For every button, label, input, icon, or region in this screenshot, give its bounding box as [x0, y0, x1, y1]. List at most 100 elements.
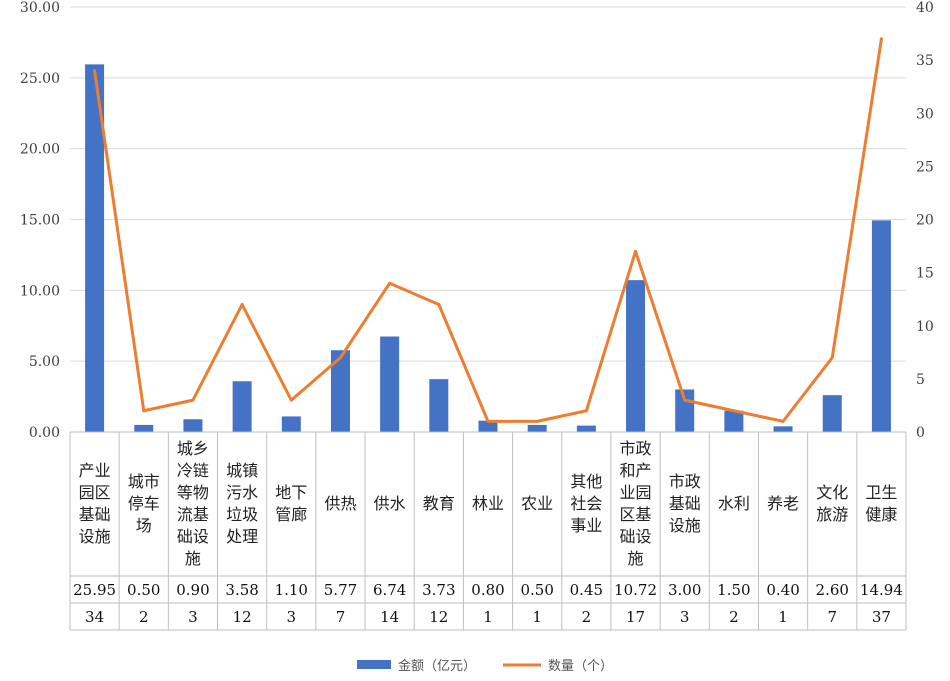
count-point: [781, 419, 785, 423]
category-label: 础设: [620, 527, 652, 546]
right-axis-tick-label: 15: [916, 266, 934, 282]
amount-bars: [85, 64, 891, 432]
category-label: 基础: [669, 494, 701, 513]
right-axis-tick-label: 0: [916, 425, 925, 441]
category-label: 城镇: [226, 461, 258, 480]
bar-amount: [527, 424, 547, 432]
bar-amount: [724, 410, 744, 432]
legend-label-amount: 金额（亿元）: [398, 658, 476, 674]
category-label: 健康: [865, 505, 897, 524]
table-cell-amount: 0.90: [176, 581, 209, 599]
category-label: 业园: [620, 483, 652, 502]
count-point: [289, 398, 293, 402]
bar-amount: [626, 280, 646, 432]
category-label: 污水: [226, 483, 258, 502]
left-axis-tick-label: 10.00: [20, 283, 60, 299]
category-label: 础设: [177, 527, 209, 546]
count-point: [584, 409, 588, 413]
right-axis-tick-label: 40: [916, 0, 934, 16]
table-cell-count: 7: [336, 608, 346, 626]
table-cell-count: 2: [139, 608, 149, 626]
bar-amount: [380, 336, 400, 432]
category-label: 供水: [374, 494, 406, 513]
table-cell-count: 34: [85, 608, 104, 626]
left-axis-tick-label: 20.00: [20, 142, 60, 158]
category-label: 区基: [620, 505, 652, 524]
category-label: 产业: [79, 461, 111, 480]
table-cell-count: 3: [287, 608, 297, 626]
count-point: [879, 37, 883, 41]
category-label: 施: [628, 549, 644, 568]
left-axis-tick-label: 30.00: [20, 0, 60, 16]
count-point: [93, 69, 97, 73]
table-cell-count: 1: [483, 608, 493, 626]
table-cell-count: 12: [429, 608, 448, 626]
left-axis-tick-label: 5.00: [29, 354, 60, 370]
bar-amount: [232, 381, 252, 432]
right-y-axis: 0 5 10 15 20 25 30 35 40: [916, 0, 934, 441]
table-cell-count: 2: [582, 608, 592, 626]
category-label: 和产: [620, 461, 652, 480]
category-label: 教育: [423, 494, 455, 513]
category-label: 停车: [128, 494, 160, 513]
category-label: 养老: [767, 494, 799, 513]
table-cell-count: 37: [872, 608, 891, 626]
category-label: 地下: [275, 483, 307, 502]
category-label: 旅游: [816, 505, 848, 524]
category-label: 管廊: [275, 505, 307, 524]
table-cell-count: 14: [380, 608, 399, 626]
table-cell-amount: 0.80: [471, 581, 504, 599]
category-label: 其他: [570, 472, 602, 491]
count-point: [142, 409, 146, 413]
bar-amount: [576, 425, 596, 432]
count-point: [634, 249, 638, 253]
category-label: 垃圾: [226, 505, 258, 524]
bar-amount: [478, 420, 498, 432]
count-series-line: [93, 37, 883, 423]
count-point: [437, 303, 441, 306]
category-label: 市政: [669, 472, 701, 491]
table-cell-amount: 3.73: [422, 581, 455, 599]
right-axis-tick-label: 35: [916, 53, 934, 69]
table-cell-amount: 14.94: [860, 581, 903, 599]
table-cell-count: 1: [532, 608, 542, 626]
table-cell-amount: 10.72: [614, 581, 657, 599]
legend: 金额（亿元） 数量（个）: [357, 658, 613, 674]
category-label: 卫生: [865, 483, 897, 502]
category-label: 事业: [570, 516, 602, 535]
left-y-axis: 0.00 5.00 10.00 15.00 20.00 25.00 30.00: [20, 0, 60, 441]
bar-amount: [183, 419, 203, 432]
legend-label-count: 数量（个）: [548, 659, 613, 674]
legend-swatch-amount: [357, 660, 391, 669]
table-cell-amount: 1.50: [717, 581, 750, 599]
table-cell-amount: 0.50: [127, 581, 160, 599]
left-axis-tick-label: 25.00: [20, 71, 60, 87]
table-cell-amount: 0.50: [520, 581, 553, 599]
table-cell-amount: 5.77: [324, 581, 357, 599]
table-cell-count: 2: [729, 608, 739, 626]
category-label: 水利: [718, 494, 750, 513]
table-cell-amount: 6.74: [373, 581, 406, 599]
right-axis-tick-label: 25: [916, 159, 934, 175]
count-point: [191, 398, 195, 402]
count-point: [486, 419, 490, 423]
count-point: [338, 356, 342, 360]
bar-amount: [330, 350, 350, 432]
right-axis-tick-label: 5: [916, 372, 925, 388]
category-label: 城乡: [177, 439, 209, 458]
category-label: 设施: [669, 516, 701, 535]
count-point: [830, 356, 834, 360]
right-axis-tick-label: 30: [916, 106, 934, 122]
bar-amount: [822, 395, 842, 432]
table-cell-amount: 3.58: [225, 581, 258, 599]
category-label: 设施: [79, 527, 111, 546]
table-cell-count: 3: [680, 608, 690, 626]
count-point: [388, 281, 392, 285]
table-cell-amount: 3.00: [668, 581, 701, 599]
left-axis-tick-label: 0.00: [29, 425, 60, 441]
category-label: 市政: [620, 439, 652, 458]
table-cell-count: 3: [188, 608, 198, 626]
right-axis-tick-label: 10: [916, 319, 934, 335]
count-point: [240, 303, 244, 306]
